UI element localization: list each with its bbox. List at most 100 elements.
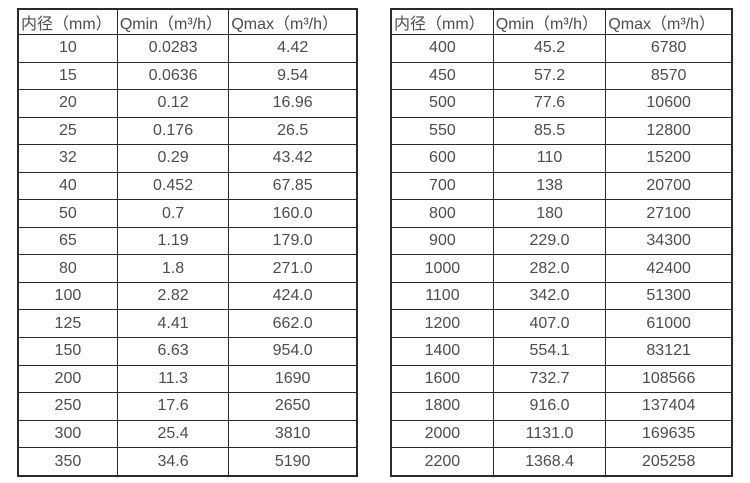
header-qmax: Qmax（m³/h）: [605, 8, 733, 35]
table-row: 1100 342.0 51300: [390, 281, 733, 311]
table-row: 350 34.6 5190: [17, 447, 358, 477]
table-cell: 32: [17, 144, 118, 173]
table-cell: 205258: [605, 447, 733, 477]
table-row: 700 138 20700: [390, 171, 733, 201]
header-qmax: Qmax（m³/h）: [228, 8, 358, 35]
table-row: 65 1.19 179.0: [17, 226, 358, 256]
table-cell: 77.6: [492, 89, 607, 118]
table-cell: 3810: [228, 419, 358, 449]
table-cell: 51300: [605, 281, 733, 311]
table-cell: 137404: [605, 392, 733, 421]
table-cell: 180: [492, 199, 607, 228]
table-cell: 954.0: [228, 337, 358, 366]
table-row: 450 57.2 8570: [390, 61, 733, 91]
table-cell: 271.0: [228, 254, 358, 283]
table-cell: 229.0: [492, 226, 607, 256]
table-body: 400 45.2 6780 450 57.2 8570 500 77.6 10600 550 85.…: [390, 34, 733, 477]
table-cell: 26.5: [228, 116, 358, 146]
table-cell: 67.85: [228, 171, 358, 201]
header-inner-diameter: 内径（mm）: [17, 8, 118, 35]
table-cell: 45.2: [492, 34, 607, 63]
table-cell: 0.176: [116, 116, 230, 146]
table-cell: 10: [17, 34, 118, 63]
table-cell: 34.6: [116, 447, 230, 477]
table-cell: 1100: [390, 281, 494, 311]
table-cell: 25: [17, 116, 118, 146]
table-row: 10 0.0283 4.42: [17, 34, 358, 63]
table-cell: 138: [492, 171, 607, 201]
header-inner-diameter: 内径（mm）: [390, 8, 494, 35]
table-row: 1400 554.1 83121: [390, 337, 733, 366]
table-cell: 0.7: [116, 199, 230, 228]
table-cell: 1600: [390, 364, 494, 394]
table-cell: 2650: [228, 392, 358, 421]
table-row: 1600 732.7 108566: [390, 364, 733, 394]
flow-table-large-diameters: 内径（mm） Qmin（m³/h） Qmax（m³/h） 400 45.2 6780…: [390, 8, 733, 477]
table-cell: 34300: [605, 226, 733, 256]
table-cell: 179.0: [228, 226, 358, 256]
table-row: 900 229.0 34300: [390, 226, 733, 256]
table-row: 2200 1368.4 205258: [390, 447, 733, 477]
table-cell: 0.452: [116, 171, 230, 201]
table-cell: 600: [390, 144, 494, 173]
table-cell: 169635: [605, 419, 733, 449]
table-cell: 9.54: [228, 61, 358, 91]
table-cell: 800: [390, 199, 494, 228]
table-cell: 1690: [228, 364, 358, 394]
table-cell: 16.96: [228, 89, 358, 118]
table-cell: 424.0: [228, 281, 358, 311]
table-cell: 732.7: [492, 364, 607, 394]
table-cell: 43.42: [228, 144, 358, 173]
table-cell: 27100: [605, 199, 733, 228]
table-row: 600 110 15200: [390, 144, 733, 173]
table-cell: 0.0636: [116, 61, 230, 91]
table-row: 200 11.3 1690: [17, 364, 358, 394]
table-cell: 407.0: [492, 309, 607, 339]
table-cell: 1400: [390, 337, 494, 366]
table-cell: 0.0283: [116, 34, 230, 63]
table-cell: 700: [390, 171, 494, 201]
table-row: 800 180 27100: [390, 199, 733, 228]
table-cell: 12800: [605, 116, 733, 146]
table-row: 50 0.7 160.0: [17, 199, 358, 228]
table-row: 125 4.41 662.0: [17, 309, 358, 339]
table-cell: 662.0: [228, 309, 358, 339]
table-cell: 15200: [605, 144, 733, 173]
table-row: 2000 1131.0 169635: [390, 419, 733, 449]
table-cell: 2200: [390, 447, 494, 477]
flow-table-small-diameters: 内径（mm） Qmin（m³/h） Qmax（m³/h） 10 0.0283 4.4…: [17, 8, 358, 477]
table-cell: 6.63: [116, 337, 230, 366]
table-cell: 450: [390, 61, 494, 91]
table-cell: 1.19: [116, 226, 230, 256]
table-cell: 50: [17, 199, 118, 228]
table-cell: 20700: [605, 171, 733, 201]
table-cell: 200: [17, 364, 118, 394]
table-cell: 250: [17, 392, 118, 421]
table-cell: 342.0: [492, 281, 607, 311]
table-cell: 61000: [605, 309, 733, 339]
table-cell: 550: [390, 116, 494, 146]
header-qmin: Qmin（m³/h）: [492, 8, 607, 35]
table-row: 250 17.6 2650: [17, 392, 358, 421]
table-cell: 11.3: [116, 364, 230, 394]
table-row: 1200 407.0 61000: [390, 309, 733, 339]
table-cell: 282.0: [492, 254, 607, 283]
table-cell: 900: [390, 226, 494, 256]
table-cell: 42400: [605, 254, 733, 283]
table-row: 20 0.12 16.96: [17, 89, 358, 118]
table-cell: 5190: [228, 447, 358, 477]
table-cell: 1.8: [116, 254, 230, 283]
table-cell: 100: [17, 281, 118, 311]
table-cell: 10600: [605, 89, 733, 118]
table-row: 25 0.176 26.5: [17, 116, 358, 146]
table-cell: 0.12: [116, 89, 230, 118]
table-header-row: 内径（mm） Qmin（m³/h） Qmax（m³/h）: [390, 8, 733, 35]
table-cell: 8570: [605, 61, 733, 91]
table-row: 15 0.0636 9.54: [17, 61, 358, 91]
table-cell: 1131.0: [492, 419, 607, 449]
table-cell: 4.42: [228, 34, 358, 63]
table-cell: 0.29: [116, 144, 230, 173]
table-cell: 15: [17, 61, 118, 91]
table-row: 150 6.63 954.0: [17, 337, 358, 366]
